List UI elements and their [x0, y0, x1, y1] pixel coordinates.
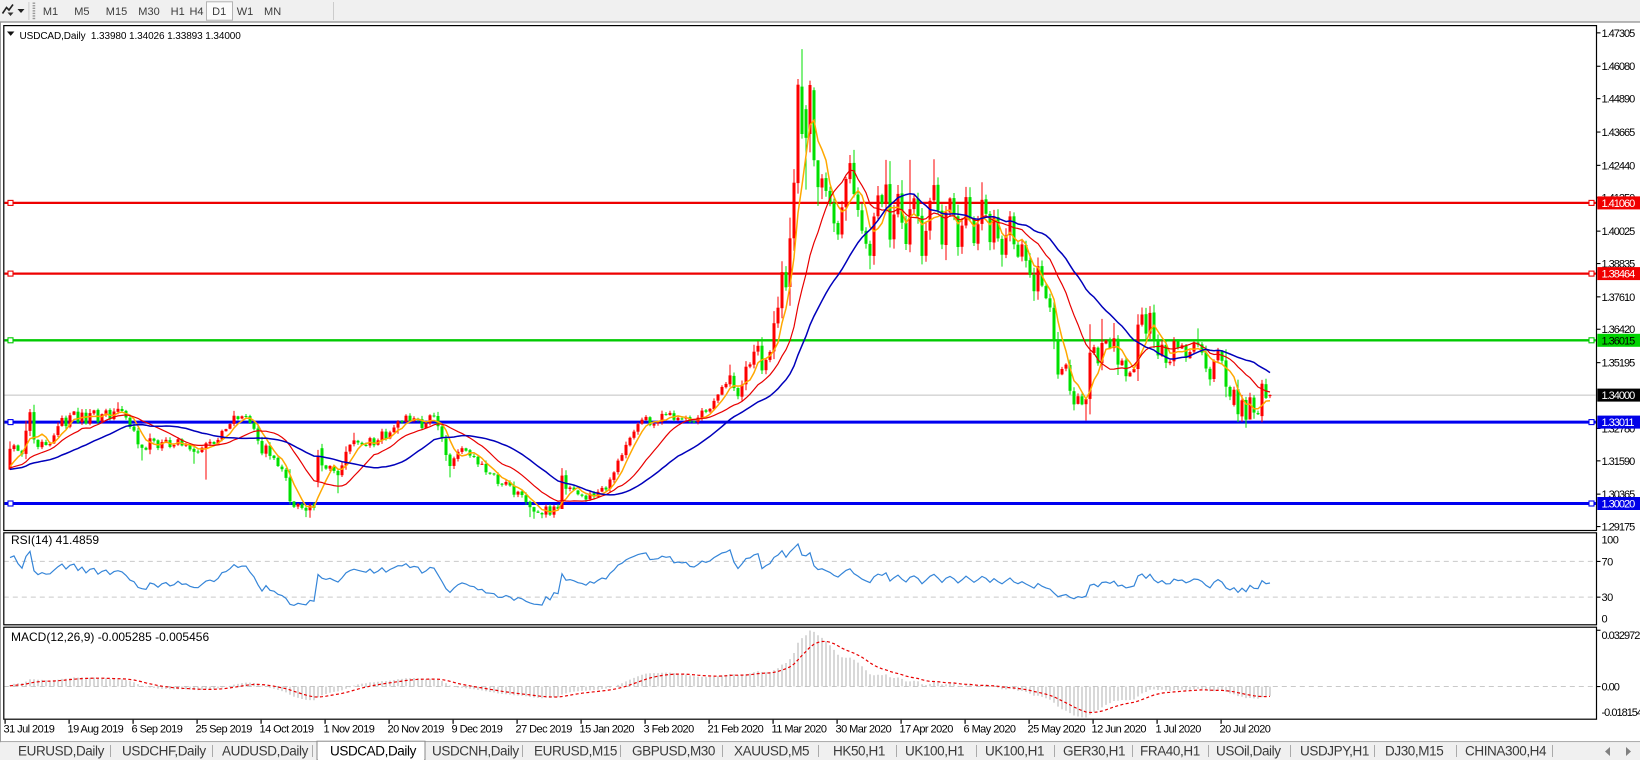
svg-text:0.00: 0.00 — [1602, 682, 1620, 694]
svg-text:USDCAD,Daily: USDCAD,Daily — [330, 744, 417, 759]
svg-text:1 Jul 2020: 1 Jul 2020 — [1156, 724, 1202, 736]
svg-text:1.36015: 1.36015 — [1602, 335, 1636, 347]
svg-text:30 Mar 2020: 30 Mar 2020 — [836, 724, 892, 736]
svg-text:DJ30,M15: DJ30,M15 — [1385, 744, 1443, 759]
svg-text:31 Jul 2019: 31 Jul 2019 — [4, 724, 55, 736]
svg-text:W1: W1 — [237, 6, 254, 18]
svg-text:1.30020: 1.30020 — [1602, 499, 1636, 511]
svg-text:M1: M1 — [43, 6, 58, 18]
svg-text:19 Aug 2019: 19 Aug 2019 — [68, 724, 124, 736]
svg-text:1.46080: 1.46080 — [1602, 61, 1636, 73]
svg-text:21 Feb 2020: 21 Feb 2020 — [708, 724, 764, 736]
svg-text:GER30,H1: GER30,H1 — [1063, 744, 1125, 759]
svg-text:UK100,H1: UK100,H1 — [905, 744, 964, 759]
svg-text:30: 30 — [1602, 592, 1614, 604]
svg-text:M5: M5 — [74, 6, 89, 18]
svg-text:20 Jul 2020: 20 Jul 2020 — [1220, 724, 1271, 736]
svg-text:USDJPY,H1: USDJPY,H1 — [1300, 744, 1369, 759]
svg-text:1.44890: 1.44890 — [1602, 94, 1636, 106]
svg-text:H4: H4 — [189, 6, 203, 18]
svg-text:USDCAD,Daily 1.33980 1.34026: USDCAD,Daily 1.33980 1.34026 1.33893 1.3… — [20, 31, 242, 42]
svg-text:1.47305: 1.47305 — [1602, 28, 1636, 40]
svg-text:UK100,H1: UK100,H1 — [985, 744, 1044, 759]
svg-text:EURUSD,M15: EURUSD,M15 — [534, 744, 617, 759]
svg-text:25 Sep 2019: 25 Sep 2019 — [196, 724, 253, 736]
svg-text:27 Dec 2019: 27 Dec 2019 — [516, 724, 573, 736]
svg-text:12 Jun 2020: 12 Jun 2020 — [1092, 724, 1147, 736]
svg-text:CHINA300,H4: CHINA300,H4 — [1465, 744, 1547, 759]
svg-text:D1: D1 — [212, 6, 226, 18]
svg-text:20 Nov 2019: 20 Nov 2019 — [388, 724, 445, 736]
svg-text:XAUUSD,M5: XAUUSD,M5 — [734, 744, 809, 759]
svg-text:1.42440: 1.42440 — [1602, 160, 1636, 172]
svg-text:1.34000: 1.34000 — [1602, 390, 1636, 402]
svg-text:1.36420: 1.36420 — [1602, 324, 1636, 336]
svg-text:15 Jan 2020: 15 Jan 2020 — [580, 724, 635, 736]
svg-text:USOil,Daily: USOil,Daily — [1216, 744, 1281, 759]
svg-text:1.33011: 1.33011 — [1602, 417, 1635, 429]
svg-text:H1: H1 — [171, 6, 185, 18]
svg-text:HK50,H1: HK50,H1 — [833, 744, 885, 759]
svg-text:AUDUSD,Daily: AUDUSD,Daily — [222, 744, 309, 759]
svg-text:MACD(12,26,9) -0.005285 -0.005: MACD(12,26,9) -0.005285 -0.005456 — [11, 630, 209, 644]
svg-text:9 Dec 2019: 9 Dec 2019 — [452, 724, 503, 736]
svg-text:1.31590: 1.31590 — [1602, 456, 1636, 468]
svg-text:EURUSD,Daily: EURUSD,Daily — [18, 744, 105, 759]
svg-text:17 Apr 2020: 17 Apr 2020 — [900, 724, 954, 736]
svg-text:MN: MN — [264, 6, 281, 18]
svg-text:GBPUSD,M30: GBPUSD,M30 — [632, 744, 715, 759]
svg-text:1.29175: 1.29175 — [1602, 522, 1636, 534]
svg-text:1.38464: 1.38464 — [1602, 269, 1636, 281]
svg-text:USDCHF,Daily: USDCHF,Daily — [122, 744, 206, 759]
svg-text:1 Nov 2019: 1 Nov 2019 — [324, 724, 375, 736]
svg-text:RSI(14) 41.4859: RSI(14) 41.4859 — [11, 533, 99, 547]
svg-text:M15: M15 — [106, 6, 127, 18]
svg-text:FRA40,H1: FRA40,H1 — [1140, 744, 1200, 759]
svg-text:1.40025: 1.40025 — [1602, 226, 1636, 238]
svg-text:6 May 2020: 6 May 2020 — [964, 724, 1016, 736]
svg-text:1.43665: 1.43665 — [1602, 127, 1636, 139]
svg-text:M30: M30 — [138, 6, 159, 18]
svg-text:11 Mar 2020: 11 Mar 2020 — [772, 724, 827, 736]
svg-text:14 Oct 2019: 14 Oct 2019 — [260, 724, 314, 736]
svg-text:-0.018154: -0.018154 — [1602, 707, 1640, 719]
svg-text:1.37610: 1.37610 — [1602, 292, 1636, 304]
svg-text:70: 70 — [1602, 556, 1614, 568]
svg-text:0.032972: 0.032972 — [1602, 630, 1640, 642]
svg-text:100: 100 — [1602, 535, 1619, 547]
svg-text:0: 0 — [1602, 614, 1608, 626]
svg-text:1.41060: 1.41060 — [1602, 198, 1636, 210]
svg-text:USDCNH,Daily: USDCNH,Daily — [432, 744, 519, 759]
svg-text:6 Sep 2019: 6 Sep 2019 — [132, 724, 183, 736]
svg-text:1.35195: 1.35195 — [1602, 358, 1636, 370]
svg-text:25 May 2020: 25 May 2020 — [1028, 724, 1086, 736]
svg-text:3 Feb 2020: 3 Feb 2020 — [644, 724, 695, 736]
